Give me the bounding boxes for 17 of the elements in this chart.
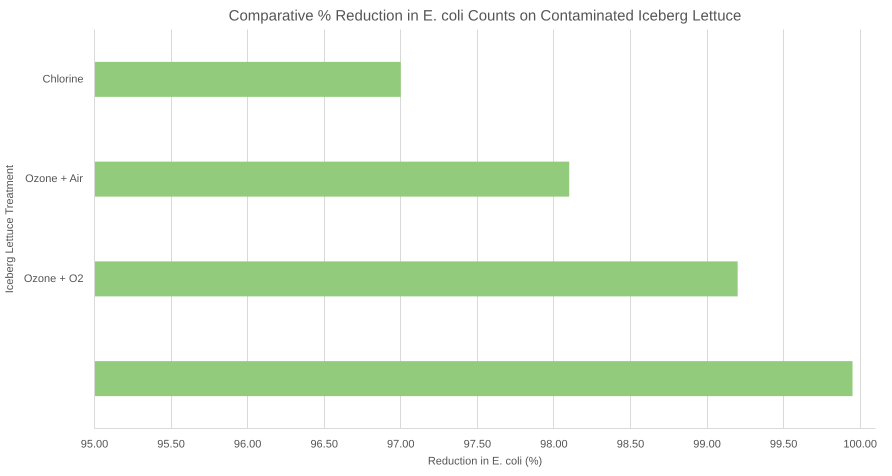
x-tick-label: 99.50 bbox=[770, 438, 798, 450]
y-axis-title: Iceberg Lettuce Treatment bbox=[4, 164, 16, 294]
x-tick-label: 96.00 bbox=[234, 438, 262, 450]
x-tick-label: 98.00 bbox=[540, 438, 568, 450]
x-tick-label: 95.50 bbox=[157, 438, 185, 450]
y-tick-label: Ozone + Air bbox=[25, 173, 84, 186]
x-tick-label: 98.50 bbox=[616, 438, 644, 450]
x-tick-label: 97.50 bbox=[464, 438, 492, 450]
y-tick-label: Chlorine bbox=[42, 73, 84, 86]
x-axis-title: Reduction in E. coli (%) bbox=[428, 456, 542, 468]
x-tick-label: 97.00 bbox=[387, 438, 415, 450]
x-tick-label: 100.00 bbox=[843, 438, 878, 450]
y-tick-label: Ozone + O2 bbox=[24, 272, 84, 285]
x-tick-label: 95.00 bbox=[80, 438, 108, 450]
chart-title: Comparative % Reduction in E. coli Counts on Contaminated Iceberg Lettuce bbox=[228, 8, 742, 24]
x-tick-label: 99.00 bbox=[693, 438, 721, 450]
x-tick-label: 96.50 bbox=[310, 438, 338, 450]
